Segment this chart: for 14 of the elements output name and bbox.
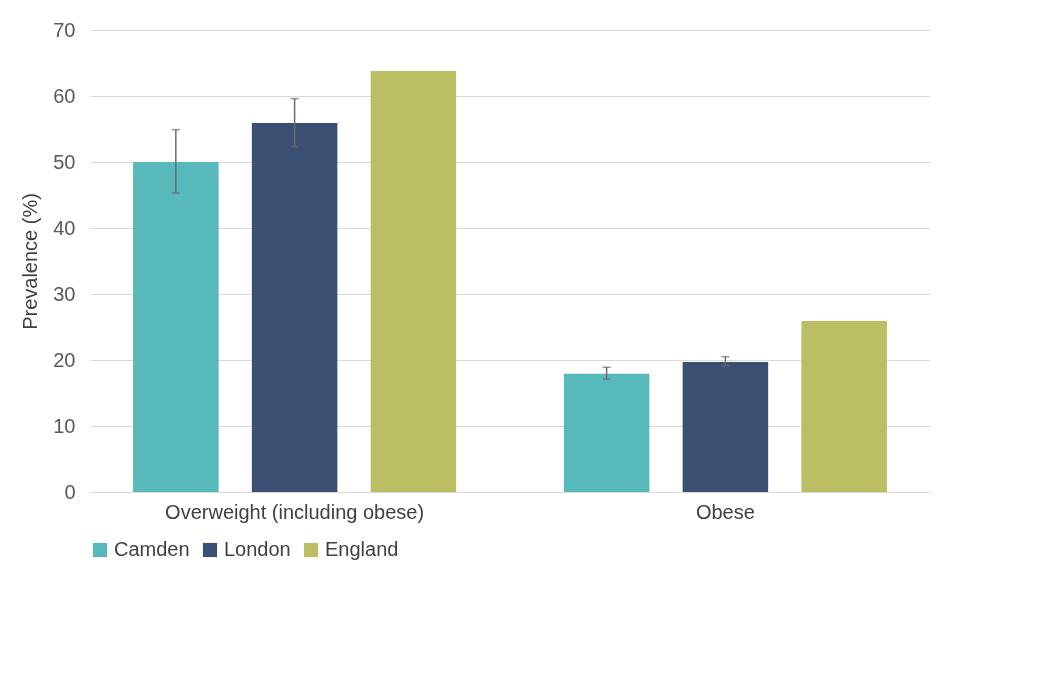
y-tick-label: 70 xyxy=(53,18,76,41)
y-tick-label: 60 xyxy=(53,84,76,107)
y-tick-label: 30 xyxy=(53,282,76,305)
legend-label: London xyxy=(224,538,291,560)
y-tick-label: 50 xyxy=(53,150,76,173)
y-axis-title: Prevalence (%) xyxy=(19,193,42,330)
x-tick-label: Overweight (including obese) xyxy=(165,500,425,523)
x-tick-label: Obese xyxy=(695,500,755,523)
y-tick-label: 0 xyxy=(64,480,76,503)
y-tick-label: 20 xyxy=(53,348,76,371)
y-tick-label: 40 xyxy=(53,216,76,239)
legend-label: England xyxy=(325,538,399,560)
y-tick-label: 10 xyxy=(53,414,76,437)
legend-label: Camden xyxy=(114,538,190,560)
